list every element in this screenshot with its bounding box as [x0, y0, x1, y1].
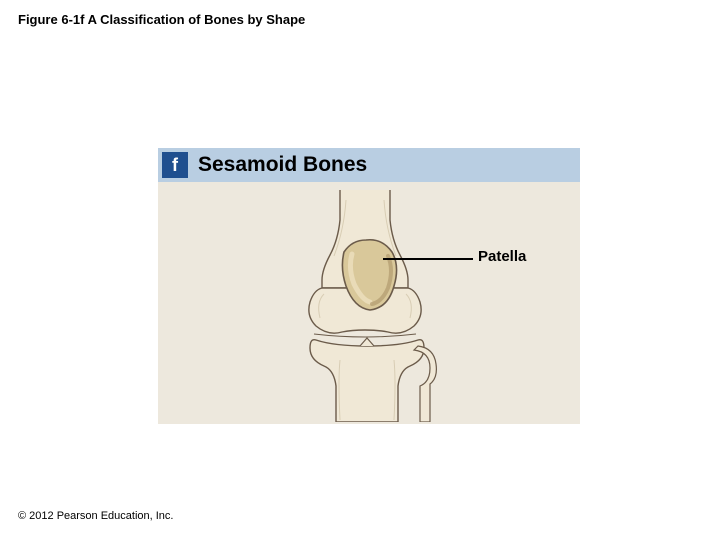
figure-title: Figure 6-1f A Classification of Bones by… — [18, 12, 305, 27]
copyright-text: © 2012 Pearson Education, Inc. — [18, 510, 173, 522]
panel-header: f Sesamoid Bones — [158, 148, 580, 182]
panel-badge: f — [162, 152, 188, 178]
panel-body: Patella — [158, 182, 580, 424]
label-patella: Patella — [478, 248, 526, 265]
bone-illustration — [280, 190, 450, 422]
figure-panel: f Sesamoid Bones — [158, 148, 580, 424]
leader-line — [383, 258, 473, 260]
panel-heading: Sesamoid Bones — [198, 153, 367, 177]
